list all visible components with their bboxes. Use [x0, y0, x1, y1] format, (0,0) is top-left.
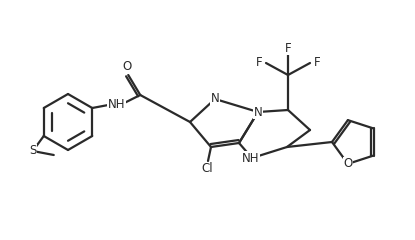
- Text: F: F: [256, 56, 262, 70]
- Text: NH: NH: [242, 151, 260, 164]
- Text: Cl: Cl: [201, 162, 213, 175]
- Text: F: F: [285, 42, 291, 54]
- Text: NH: NH: [107, 97, 125, 110]
- Text: N: N: [211, 92, 220, 106]
- Text: N: N: [254, 106, 262, 119]
- Text: S: S: [29, 144, 37, 157]
- Text: O: O: [343, 157, 352, 170]
- Text: F: F: [314, 56, 320, 70]
- Text: O: O: [122, 60, 132, 73]
